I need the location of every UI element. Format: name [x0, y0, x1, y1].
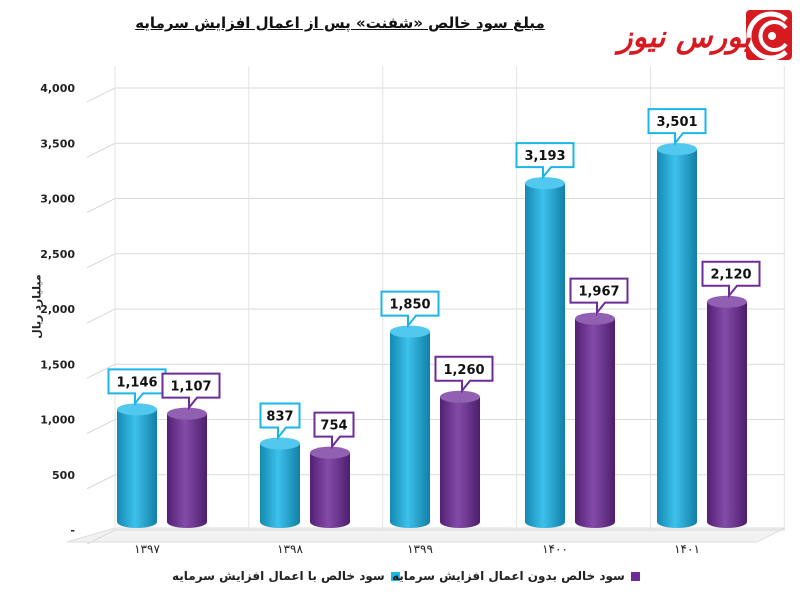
- bar-0-3: [525, 183, 565, 528]
- data-label-1-2: 1,260: [443, 363, 484, 378]
- y-axis-label: میلیارد ریال: [30, 274, 44, 339]
- y-tick-label: 500: [52, 469, 75, 482]
- bar-top-1-4: [707, 295, 747, 308]
- bar-1-2: [440, 396, 480, 528]
- bar-top-0-0: [117, 403, 157, 416]
- bar-0-2: [390, 331, 430, 528]
- bar-1-3: [575, 318, 615, 528]
- bar-top-1-2: [440, 390, 480, 403]
- data-label-0-4: 3,501: [656, 115, 697, 130]
- data-label-box-1-1: [313, 411, 355, 450]
- data-label-box-0-2: [380, 290, 440, 329]
- x-tick-label: ۱۴۰۱: [674, 542, 700, 556]
- gridline-diagonal: [86, 363, 116, 379]
- gridline-diagonal: [86, 253, 116, 269]
- y-tick-label: 1,500: [40, 358, 75, 371]
- data-label-0-2: 1,850: [389, 298, 430, 313]
- bar-top-0-3: [525, 177, 565, 190]
- bourse-news-logo-icon: بورس نیوز: [618, 6, 796, 76]
- y-tick-label: 3,000: [40, 193, 75, 206]
- gridline-diagonal: [86, 474, 116, 490]
- data-label-box-1-2: [434, 355, 494, 394]
- gridline-diagonal: [86, 529, 116, 545]
- y-tick-label: 3,500: [40, 137, 75, 150]
- chart-floor: [66, 527, 786, 543]
- data-label-box-0-1: [259, 402, 301, 441]
- data-label-box-0-3: [515, 142, 575, 181]
- gridline-diagonal: [86, 308, 116, 324]
- legend-label: سود خالص با اعمال افزایش سرمایه: [172, 569, 385, 583]
- bar-1-0: [167, 413, 207, 528]
- data-label-1-0: 1,107: [170, 380, 211, 395]
- bar-0-4: [657, 149, 697, 528]
- data-label-0-3: 3,193: [524, 149, 565, 164]
- bar-top-0-2: [390, 325, 430, 338]
- x-tick-label: ۱۳۹۹: [407, 542, 433, 556]
- gridline-diagonal: [86, 87, 116, 103]
- x-tick-label: ۱۴۰۰: [542, 542, 568, 556]
- gridline-diagonal: [86, 142, 116, 158]
- data-label-0-0: 1,146: [116, 375, 157, 390]
- gridline-diagonal: [86, 198, 116, 213]
- bar-top-1-3: [575, 312, 615, 325]
- data-label-1-3: 1,967: [578, 285, 619, 300]
- bar-top-1-1: [310, 446, 350, 459]
- data-label-box-1-4: [701, 260, 761, 299]
- bar-0-1: [260, 443, 300, 528]
- y-tick-label: 4,000: [40, 82, 75, 95]
- data-label-1-1: 754: [320, 419, 347, 434]
- y-tick-label: 1,000: [40, 414, 75, 427]
- data-label-0-1: 837: [266, 410, 293, 425]
- bar-top-1-0: [167, 407, 207, 420]
- x-tick-label: ۱۳۹۸: [277, 542, 303, 556]
- legend-item-without-capital-increase: سود خالص بدون اعمال افزایش سرمایه: [392, 566, 640, 586]
- legend-item-with-capital-increase: سود خالص با اعمال افزایش سرمایه: [172, 566, 400, 586]
- data-label-box-1-3: [569, 277, 629, 316]
- y-tick-label: 2,500: [40, 248, 75, 261]
- logo-text: بورس نیوز: [618, 20, 751, 55]
- y-tick-label: 2,000: [40, 303, 75, 316]
- y-tick-label: -: [70, 524, 75, 537]
- x-tick-label: ۱۳۹۷: [134, 542, 160, 556]
- bar-top-0-4: [657, 143, 697, 156]
- logo-mark: [746, 10, 792, 61]
- legend-label: سود خالص بدون اعمال افزایش سرمایه: [392, 569, 625, 583]
- chart-title: مبلغ سود خالص «شفنت» پس از اعمال افزایش …: [135, 14, 545, 32]
- data-label-box-0-4: [647, 108, 707, 146]
- bar-top-0-1: [260, 437, 300, 450]
- data-label-box-1-0: [161, 372, 221, 411]
- data-label-1-4: 2,120: [710, 268, 751, 283]
- bar-0-0: [117, 409, 157, 528]
- legend-swatch: [390, 571, 400, 581]
- legend-swatch: [630, 571, 640, 581]
- bar-1-4: [707, 301, 747, 528]
- bar-1-1: [310, 452, 350, 528]
- gridline-diagonal: [86, 419, 116, 434]
